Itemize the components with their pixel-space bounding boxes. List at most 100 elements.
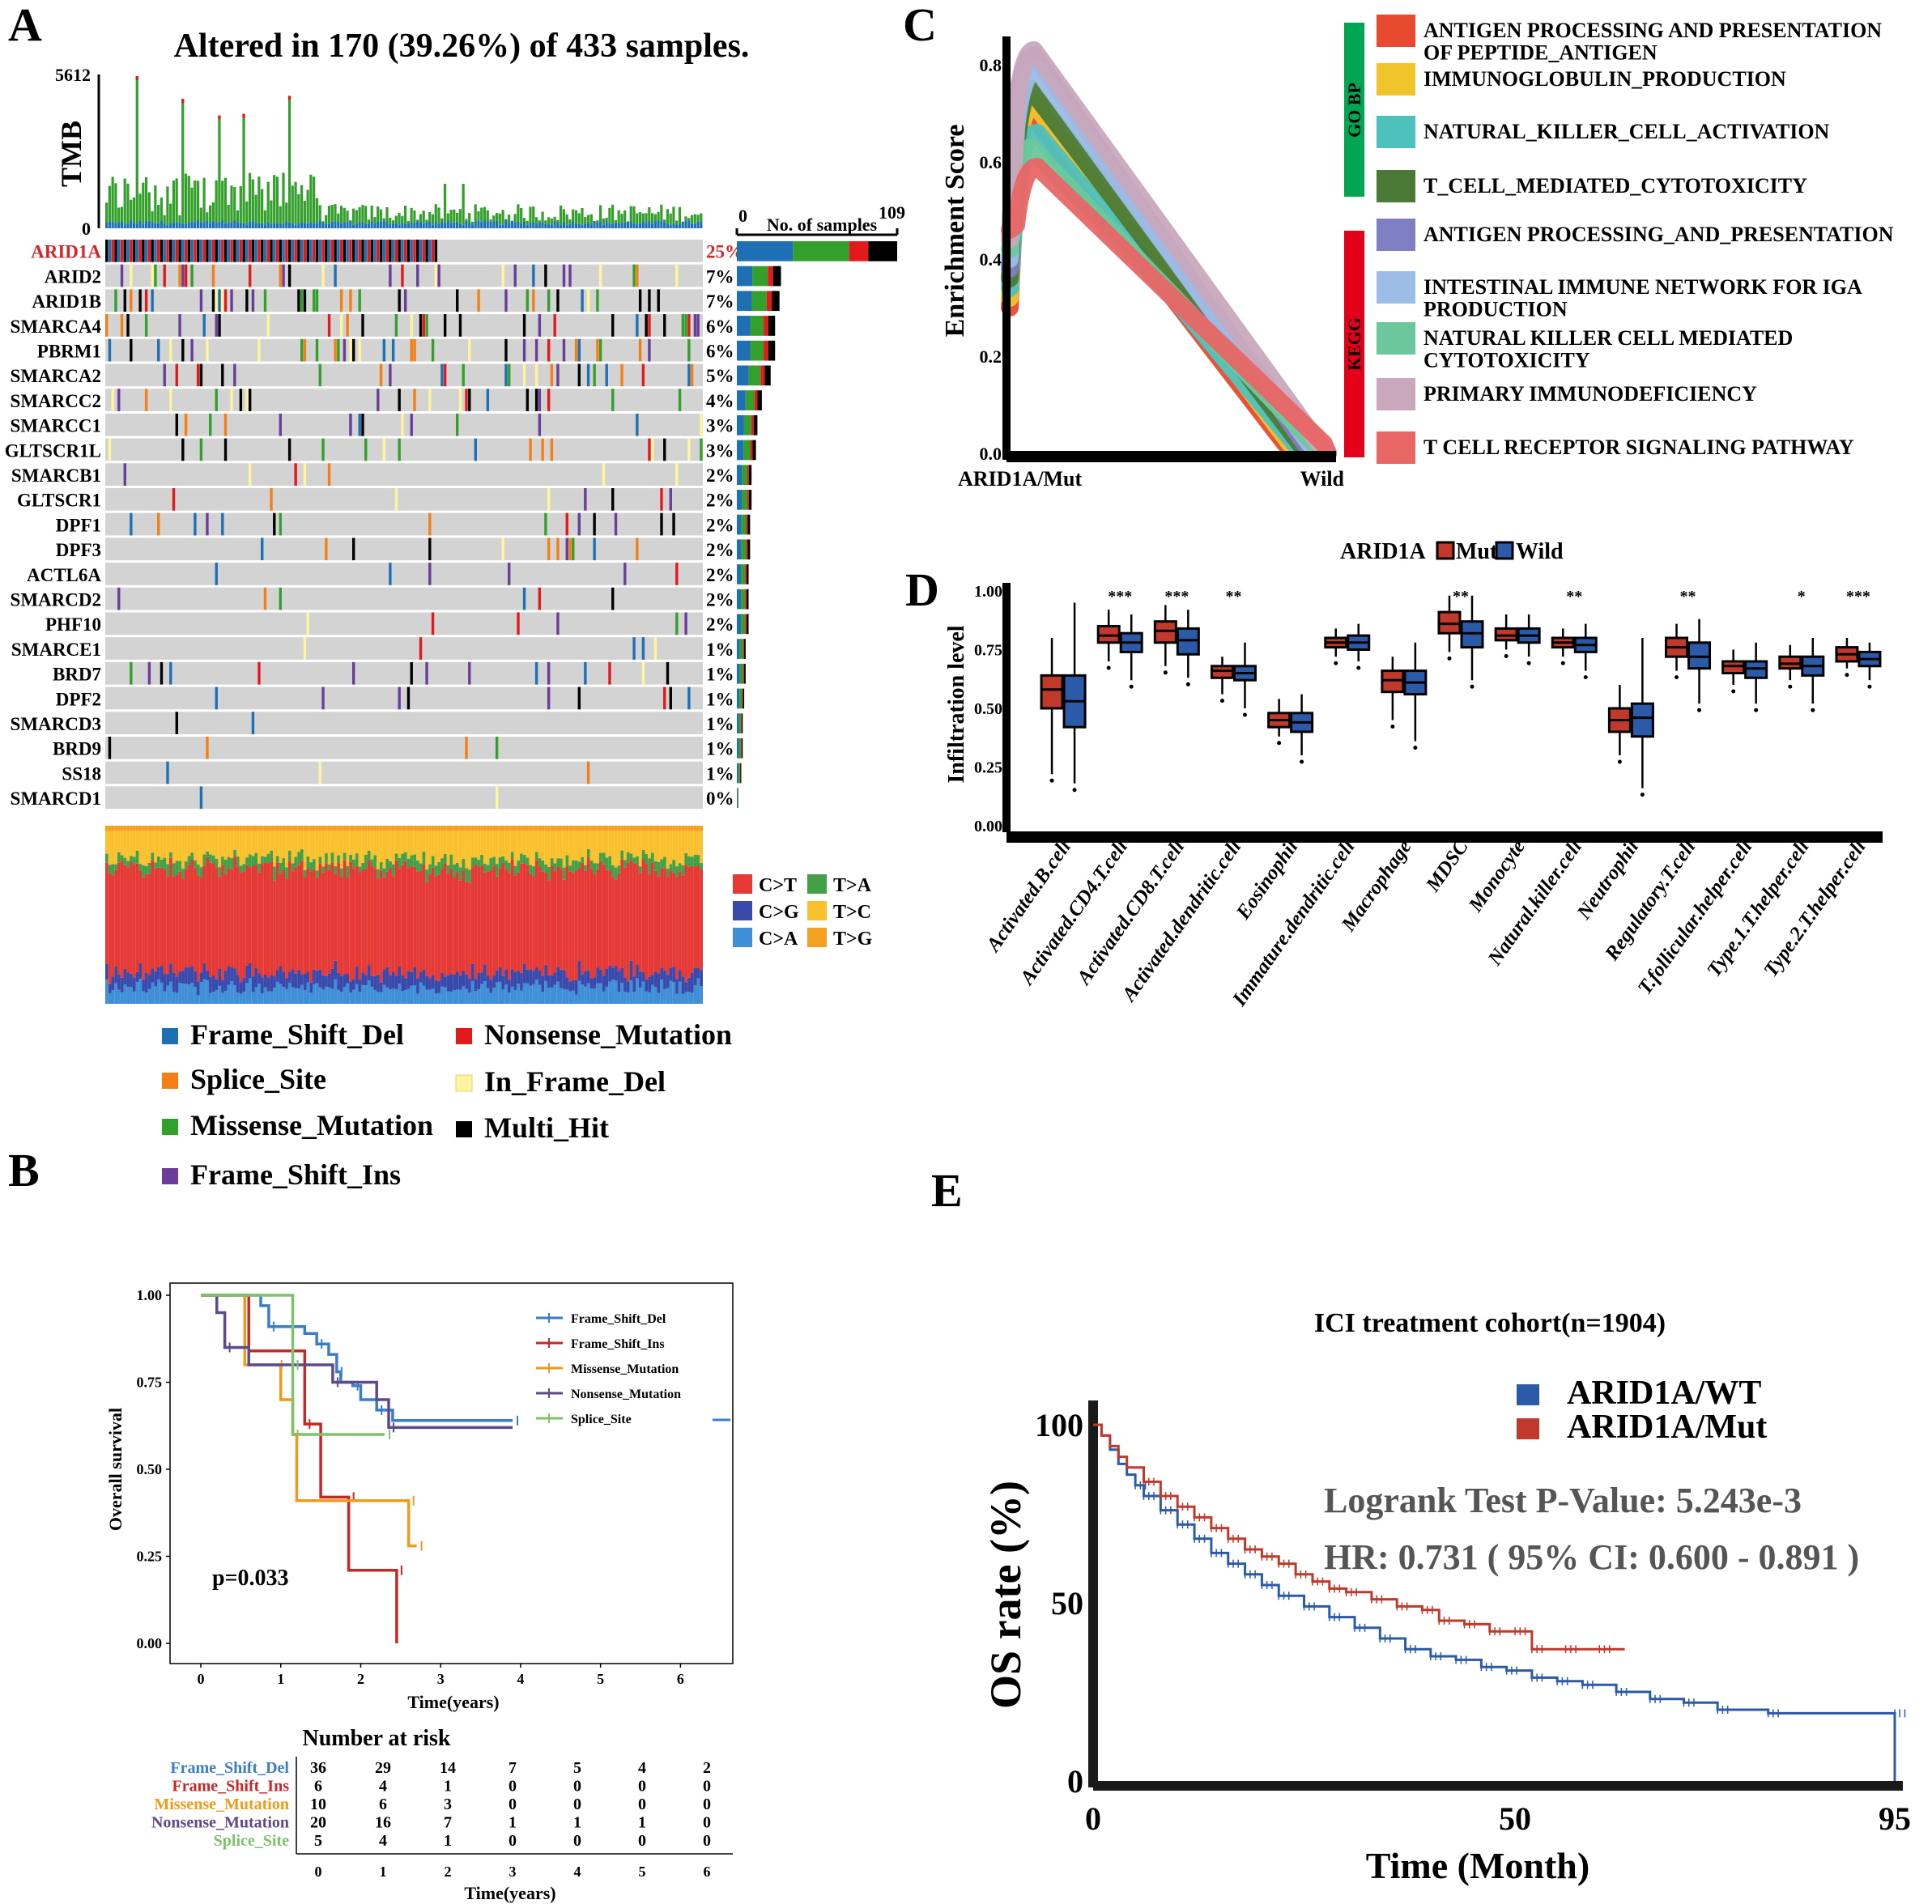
tmb-bar-missense [275,176,279,223]
risk-table-row-label: Frame_Shift_Del [170,1759,289,1777]
titv-segment [534,860,538,968]
titv-segment [261,831,264,856]
tmb-bar-fsdel [117,222,121,228]
tmb-bar-fsdel [321,223,325,228]
box-outlier [1049,778,1054,783]
titv-segment [175,831,179,861]
titv-segment [273,880,276,976]
titv-segment [562,988,566,1004]
titv-segment [684,982,688,992]
oncoplot-mutation-cell [157,512,160,536]
risk-table: Frame_Shift_Del 36 29 14 7 5 4 2Frame_Shift_Ins… [151,1757,733,1880]
titv-segment [577,961,581,981]
oncoplot-mutation-cell [522,314,526,337]
tmb-bar-fsdel [413,222,416,228]
oncoplot-mutation-cell [404,240,407,262]
panel-a-oncoplot: A Altered in 170 (39.26%) of 433 samples… [5,0,905,1191]
titv-segment [572,826,575,831]
titv-segment [431,856,435,868]
sample-count-segment [742,465,747,485]
titv-segment [700,831,703,863]
titv-segment [465,868,469,882]
oncoplot-mutation-cell [675,264,679,287]
titv-segment [261,977,264,994]
titv-segment [681,865,685,876]
tmb-bar-fsdel [130,220,133,228]
oncoplot-mutation-cell [287,264,292,287]
titv-segment [227,856,231,869]
oncoplot-mutation-cell [178,240,181,262]
risk-table-value: 1 [444,1778,452,1796]
boxplot-significance: *** [1846,588,1870,606]
tmb-bar-fsdel [300,222,304,228]
titv-segment [257,826,262,831]
tmb-bar-missense [315,198,319,223]
sample-count-segment [737,291,752,312]
oncoplot-mutation-cell [611,488,615,511]
oncoplot-mutation-cell [581,289,584,312]
titv-segment [401,853,404,865]
oncoplot-mutation-cell [221,289,224,312]
tmb-bar-fsdel [114,223,117,228]
oncoplot-mutation-cell [577,338,581,362]
titv-segment [443,831,447,854]
titv-segment [370,865,374,976]
titv-segment [690,972,694,993]
titv-segment [279,831,283,863]
tmb-bar-missense [321,221,325,223]
boxplot-ytick-label: 0.25 [974,759,1002,777]
titv-segment [251,856,255,866]
km-e-xlabel: Time (Month) [1366,1845,1589,1886]
oncoplot-mutation-cell [398,438,401,461]
titv-segment [248,963,252,979]
tmb-bar-missense [589,214,593,225]
oncoplot-mutation-cell [398,240,401,262]
titv-segment [650,984,654,1004]
oncoplot-mutation-cell [285,240,288,262]
titv-segment [135,850,139,864]
tmb-bar-fsdel [495,220,499,228]
oncoplot-mutation-cell [550,363,554,387]
gsea-ylabel: Enrichment Score [940,125,970,338]
titv-segment [337,972,340,990]
titv-segment [684,826,688,831]
tmb-bar-fsdel [560,224,563,228]
titv-segment [581,984,585,1004]
oncoplot-mutation-cell [413,240,416,262]
oncoplot-mutation-cell [425,240,428,262]
tmb-bar-fsdel [462,224,465,228]
oncoplot-mutation-cell [586,363,590,387]
titv-segment [428,989,432,1004]
titv-segment [379,992,383,1004]
titv-segment [206,831,210,852]
tmb-bar-fsdel [142,223,145,228]
titv-segment [547,880,551,975]
tmb-bar-fsdel [169,223,172,228]
oncoplot-mutation-cell [355,240,359,262]
tmb-bar-missense [287,96,292,223]
tmb-bar-fsdel [291,223,294,228]
titv-segment [194,831,197,861]
titv-segment [538,831,542,859]
gene-percent: 1% [706,739,734,759]
box-outlier [1129,684,1134,689]
tmb-bar-missense [672,206,675,224]
titv-segment [279,873,283,967]
km-b-ylabel: Overall survival [105,1408,126,1531]
titv-segment [425,882,429,976]
tmb-bar-fsdel [611,223,615,228]
titv-segment [553,984,557,1004]
titv-segment [306,826,310,831]
titv-segment [645,991,649,1004]
tmb-bar-fsdel [339,223,343,228]
tmb-bar-missense [556,219,560,223]
titv-segment [303,831,307,870]
oncoplot-mutation-cell [303,289,307,312]
titv-segment [556,826,560,831]
titv-segment [364,985,368,1004]
oncoplot-mutation-cell [477,289,480,312]
oncoplot-mutation-cell [379,240,383,262]
titv-segment [297,969,300,989]
titv-segment [532,831,535,867]
titv-segment [248,831,252,855]
